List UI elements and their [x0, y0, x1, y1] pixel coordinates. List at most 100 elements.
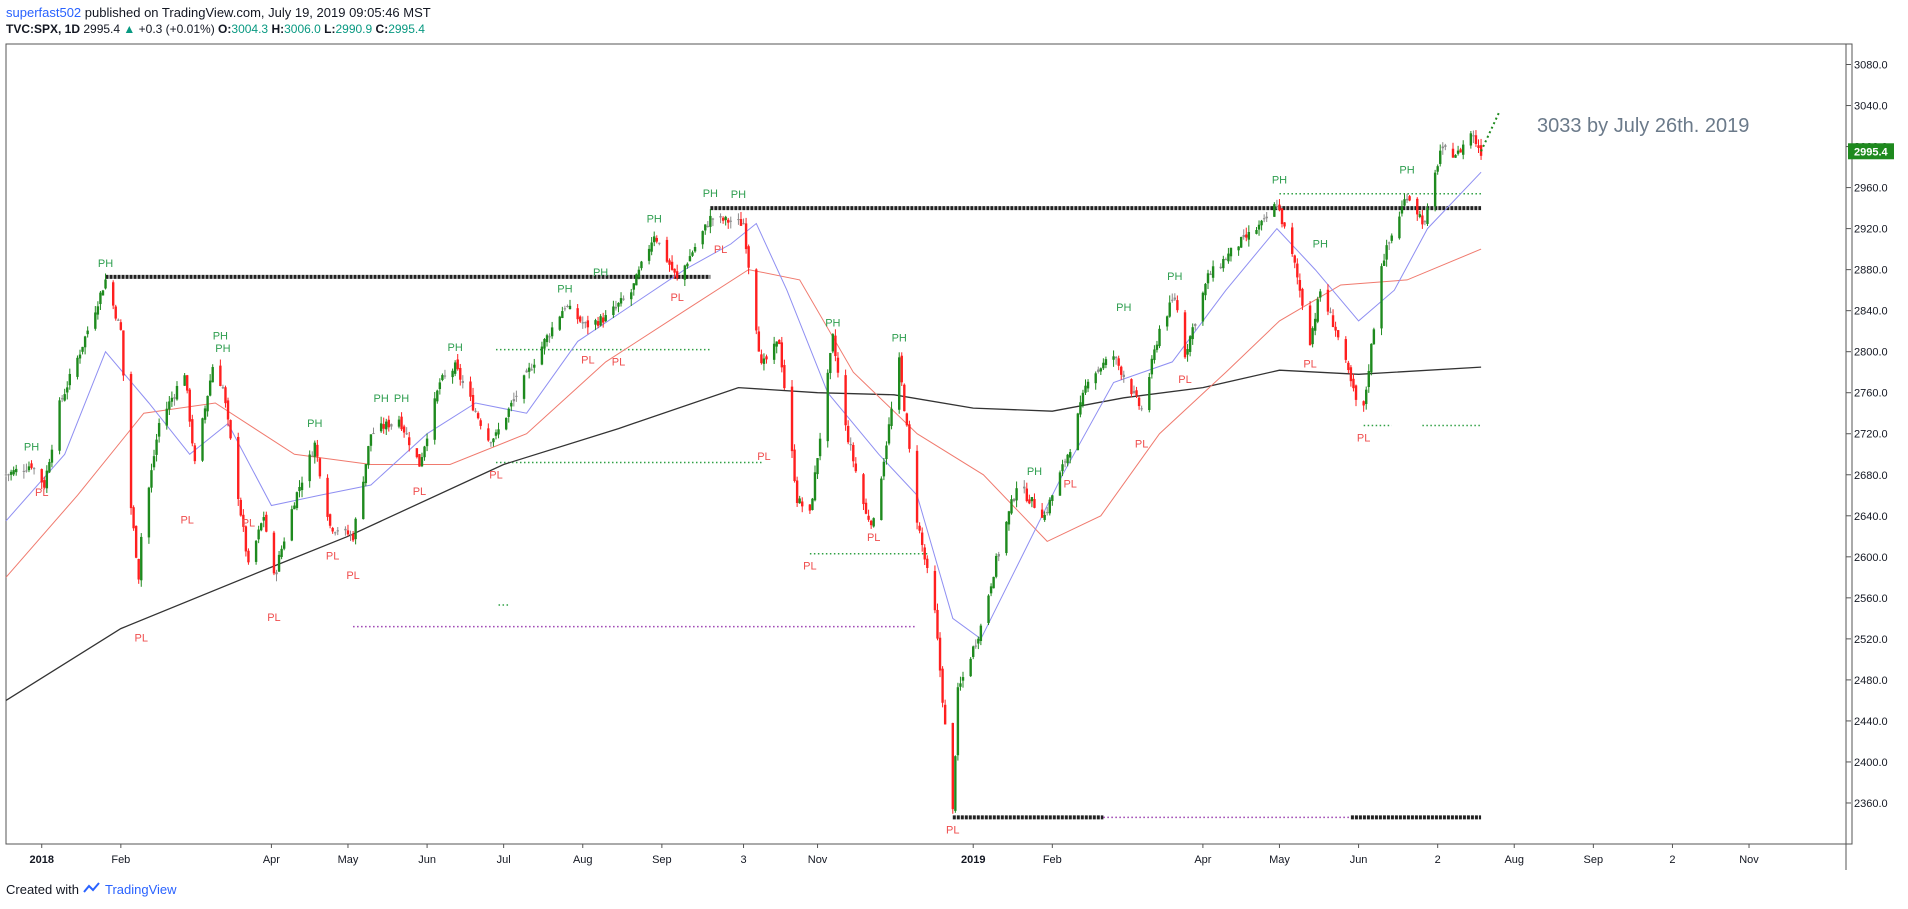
candle-body	[206, 395, 209, 412]
price-tick-label: 2880.0	[1854, 265, 1888, 277]
candle-body	[1176, 300, 1179, 311]
candle-body	[1150, 358, 1154, 375]
price-tick-label: 2640.0	[1854, 511, 1888, 523]
candle-body	[226, 400, 230, 420]
candle-body	[900, 355, 903, 383]
candle-body	[1418, 214, 1422, 217]
candle-body	[630, 292, 633, 300]
candle-body	[290, 509, 294, 541]
candle-body	[1336, 330, 1340, 338]
candle-body	[111, 282, 115, 306]
candle-body	[1204, 283, 1207, 296]
candle-body	[229, 420, 232, 439]
candle-body	[282, 541, 286, 549]
candle-body	[1456, 150, 1460, 154]
author-link[interactable]: superfast502	[6, 5, 82, 20]
candle-body	[747, 246, 750, 268]
candle-body	[48, 462, 51, 473]
candle-body	[242, 514, 245, 527]
candle-body	[191, 419, 194, 444]
candle-body	[1398, 216, 1401, 239]
price-tick-label: 2560.0	[1854, 593, 1888, 605]
levels-layer	[105, 192, 1482, 820]
candle-body	[596, 321, 600, 326]
candle-body	[385, 421, 388, 430]
candle-body	[1387, 242, 1391, 244]
candle-body	[1331, 315, 1335, 328]
candle-body	[1296, 263, 1299, 278]
candle-body	[1382, 260, 1386, 266]
candle-body	[40, 469, 43, 483]
candle-body	[1385, 245, 1388, 260]
symbol-label: TVC:SPX, 1D	[6, 22, 81, 36]
candle-body	[1260, 220, 1263, 226]
candle-body	[1459, 149, 1462, 153]
candle-body	[185, 375, 189, 391]
candle-body	[201, 418, 204, 461]
candle-body	[1421, 215, 1424, 225]
candle-body	[494, 432, 498, 436]
candle-body	[1370, 343, 1373, 373]
candle-body	[155, 439, 158, 455]
candle-body	[224, 387, 227, 404]
candle-body	[885, 445, 888, 460]
candle-body	[351, 534, 355, 541]
candle-body	[1239, 237, 1243, 248]
candle-body	[757, 331, 761, 352]
tradingview-brand-link[interactable]: TradingView	[104, 882, 177, 897]
candle-body	[584, 322, 587, 324]
candle-body	[487, 428, 490, 441]
candle-body	[1099, 368, 1103, 372]
candle-body	[1007, 511, 1011, 525]
candle-body	[933, 570, 937, 611]
candle-body	[846, 425, 850, 443]
candle-body	[1362, 401, 1365, 406]
candle-body	[140, 536, 143, 581]
candle-body	[813, 472, 817, 501]
time-tick-label: May	[338, 854, 359, 866]
candle-body	[68, 373, 72, 386]
candle-body	[1334, 326, 1337, 331]
candle-body	[1081, 392, 1085, 406]
candle-body	[244, 526, 248, 552]
candle-body	[117, 319, 120, 321]
candle-body	[972, 646, 975, 657]
ma-slow-line	[5, 366, 1482, 701]
candle-body	[515, 395, 518, 397]
candle-body	[829, 353, 832, 374]
candle-body	[1352, 378, 1355, 389]
candle-body	[510, 402, 513, 407]
candle-body	[512, 399, 516, 402]
time-tick-label: Feb	[1043, 854, 1062, 866]
candle-body	[390, 424, 393, 427]
time-tick-label: Apr	[263, 854, 280, 866]
pivot-high-label: PH	[1399, 164, 1414, 176]
pivot-high-label: PH	[394, 393, 409, 405]
candle-body	[408, 437, 411, 446]
candle-body	[688, 256, 692, 262]
high-value: 3006.0	[284, 22, 321, 36]
candle-body	[1028, 499, 1031, 504]
candle-body	[1344, 339, 1348, 360]
candle-body	[1255, 229, 1258, 234]
pivot-high-label: PH	[448, 342, 463, 354]
time-axis[interactable]: 2018 Feb Apr May Jun Jul Aug Sep 3 Nov 2019 Feb Apr M…	[29, 844, 1759, 866]
price-axis[interactable]: 3080.03040.03000.02960.02920.02880.02840…	[1846, 60, 1894, 810]
candle-body	[665, 239, 669, 262]
candle-body	[727, 219, 730, 223]
candle-body	[737, 219, 740, 221]
candle-body	[1040, 509, 1044, 518]
candle-body	[1117, 358, 1120, 366]
pivot-high-label: PH	[647, 214, 662, 226]
candle-body	[134, 525, 138, 558]
candle-body	[170, 397, 174, 402]
time-tick-label: 2	[1669, 854, 1675, 866]
candle-body	[418, 454, 421, 467]
candle-body	[558, 316, 561, 330]
candle-body	[619, 298, 623, 304]
candle-body	[1242, 234, 1245, 238]
candle-body	[349, 533, 352, 535]
last-price-badge	[1848, 143, 1894, 160]
candle-body	[938, 637, 942, 671]
